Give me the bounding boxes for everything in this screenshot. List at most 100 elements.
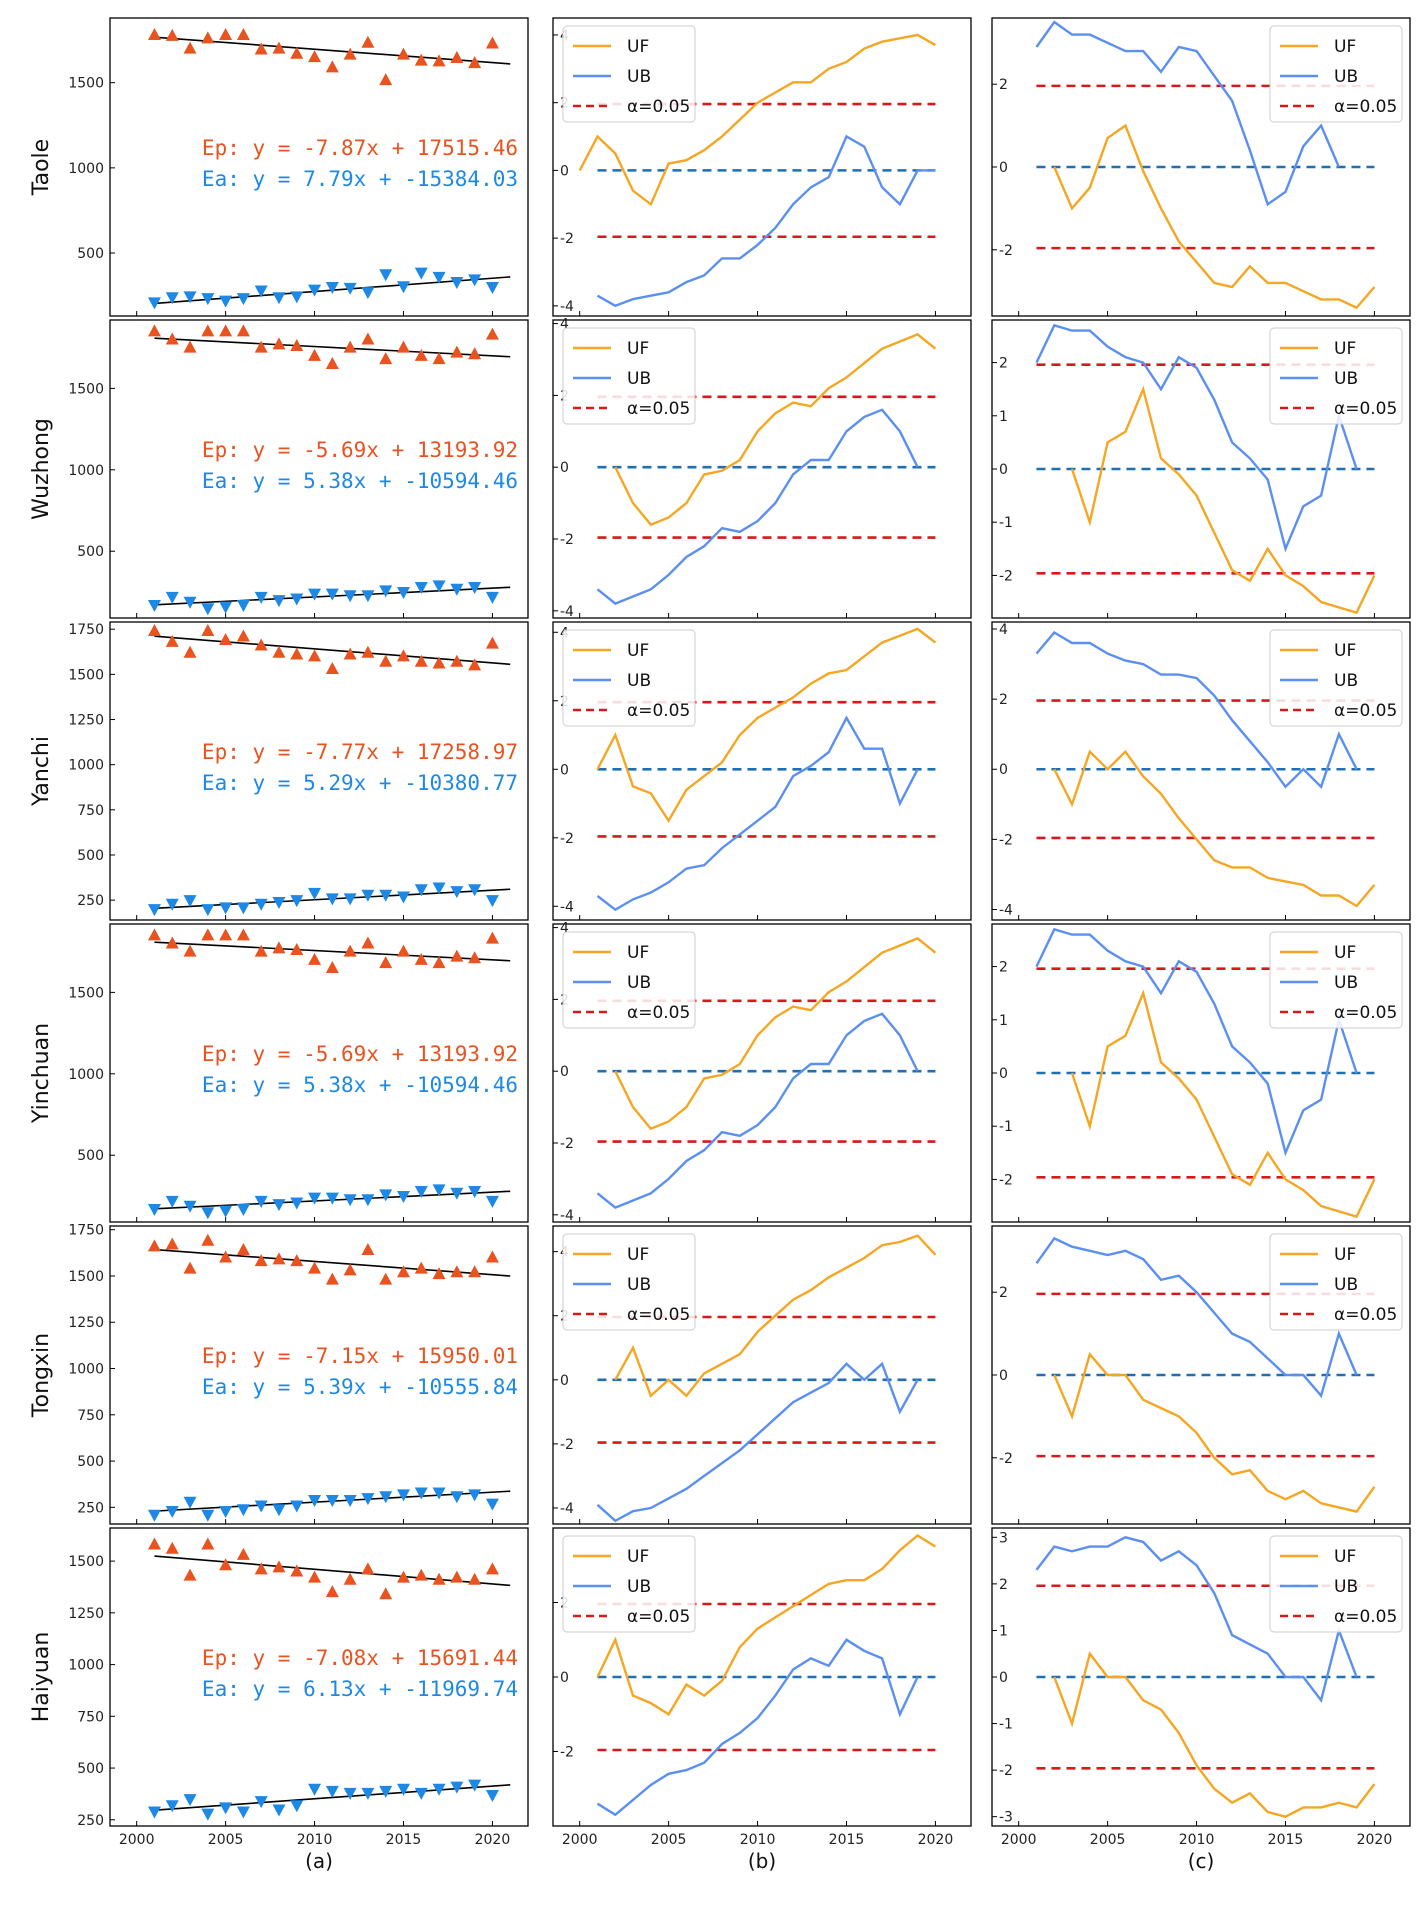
ea-point [147, 297, 161, 310]
ep-point [396, 47, 410, 60]
ea-point [236, 1504, 250, 1517]
y-tick-label: 1250 [68, 1315, 104, 1331]
ea-point [450, 276, 464, 289]
ea-point [485, 895, 499, 908]
ep-point [254, 638, 268, 651]
panel-letter: (c) [1188, 1849, 1215, 1873]
row-label: Haiyuan [29, 1632, 54, 1723]
ea-point [254, 1500, 268, 1513]
y-tick-label: 0 [560, 1373, 569, 1389]
ea-equation: Ea: y = 7.79x + -15384.03 [202, 167, 518, 191]
ea-point [432, 1783, 446, 1796]
y-tick-label: 500 [77, 544, 104, 560]
y-tick-label: -2 [560, 831, 574, 847]
legend-box [1269, 25, 1403, 123]
legend-alpha-label: α=0.05 [1334, 1003, 1397, 1023]
ep-point [147, 928, 161, 941]
legend: UF UB α=0.05 [1269, 25, 1403, 123]
ea-point [236, 599, 250, 612]
y-tick-label: 250 [77, 1813, 104, 1829]
ep-point [183, 645, 197, 658]
legend-box [1269, 931, 1403, 1029]
ea-point [308, 887, 322, 900]
legend-ub-label: UB [627, 67, 651, 87]
ep-point [432, 656, 446, 669]
ea-equation: Ea: y = 5.38x + -10594.46 [202, 469, 518, 493]
y-tick-label: 0 [999, 762, 1008, 778]
y-tick-label: 1250 [68, 713, 104, 729]
ep-point [396, 944, 410, 957]
ub-line [596, 408, 919, 605]
ep-point [414, 1568, 428, 1581]
ep-point [343, 340, 357, 353]
x-tick-label: 2010 [1179, 1832, 1215, 1848]
legend-box [562, 25, 696, 123]
legend-uf-label: UF [627, 339, 649, 359]
legend-alpha-label: α=0.05 [627, 399, 690, 419]
ea-point [432, 882, 446, 895]
y-tick-label: 1500 [68, 381, 104, 397]
legend-alpha-label: α=0.05 [1334, 97, 1397, 117]
ep-point [254, 1562, 268, 1575]
ea-point [290, 1197, 304, 1210]
legend: UF UB α=0.05 [562, 1535, 696, 1633]
ea-point [379, 585, 393, 598]
y-tick-label: -2 [999, 1763, 1013, 1779]
legend-alpha-label: α=0.05 [627, 1003, 690, 1023]
ep-point [201, 928, 215, 941]
y-tick-label: 1500 [68, 1269, 104, 1285]
row-label: Wuzhong [29, 418, 54, 520]
x-tick-label: 2005 [651, 1832, 687, 1848]
mk-panel-b: -20220002005201020152020UFUBα=0.05 [552, 1527, 972, 1848]
ea-point [183, 1496, 197, 1509]
y-tick-label: 2 [999, 692, 1008, 708]
ea-point [485, 282, 499, 295]
y-tick-label: 500 [77, 1148, 104, 1164]
y-tick-label: 1000 [68, 463, 104, 479]
ea-point [468, 274, 482, 287]
ea-point [308, 588, 322, 601]
uf-line [1053, 1651, 1376, 1818]
ea-point [201, 1207, 215, 1220]
ep-point [414, 952, 428, 965]
ep-point [361, 1243, 375, 1256]
ep-point [183, 340, 197, 353]
ea-point [236, 1203, 250, 1216]
ep-point [236, 1547, 250, 1560]
y-tick-label: -4 [560, 604, 574, 620]
ep-equation: Ep: y = -7.87x + 17515.46 [202, 136, 518, 160]
ea-point [343, 1494, 357, 1507]
ea-point [379, 1785, 393, 1798]
y-tick-label: 0 [999, 1368, 1008, 1384]
ep-point [450, 1570, 464, 1583]
ep-point [379, 352, 393, 365]
ea-point [236, 1806, 250, 1819]
ea-point [485, 1789, 499, 1802]
legend: UF UB α=0.05 [562, 629, 696, 727]
y-tick-label: 1 [999, 1623, 1008, 1639]
y-tick-label: 250 [77, 1500, 104, 1516]
ea-point [254, 898, 268, 911]
ea-point [468, 582, 482, 595]
ep-point [450, 654, 464, 667]
trend-line [154, 36, 511, 65]
ub-line [1035, 1536, 1358, 1703]
ea-point [450, 1491, 464, 1504]
legend-alpha-label: α=0.05 [627, 701, 690, 721]
ea-point [272, 595, 286, 608]
mk-panel-c: -2 -1 0 1 2 UF UB α=0.05 [991, 319, 1411, 619]
y-tick-label: 500 [77, 848, 104, 864]
ep-point [290, 943, 304, 956]
y-tick-label: 2 [999, 356, 1008, 372]
uf-line [614, 937, 937, 1131]
y-tick-label: 750 [77, 1408, 104, 1424]
ea-point [432, 271, 446, 284]
ea-point [165, 1506, 179, 1519]
ep-equation: Ep: y = -7.08x + 15691.44 [202, 1646, 518, 1670]
ep-point [468, 56, 482, 69]
ep-point [290, 1254, 304, 1267]
legend: UF UB α=0.05 [562, 931, 696, 1029]
ea-point [343, 1194, 357, 1207]
ep-point [236, 28, 250, 41]
legend-ub-label: UB [627, 973, 651, 993]
